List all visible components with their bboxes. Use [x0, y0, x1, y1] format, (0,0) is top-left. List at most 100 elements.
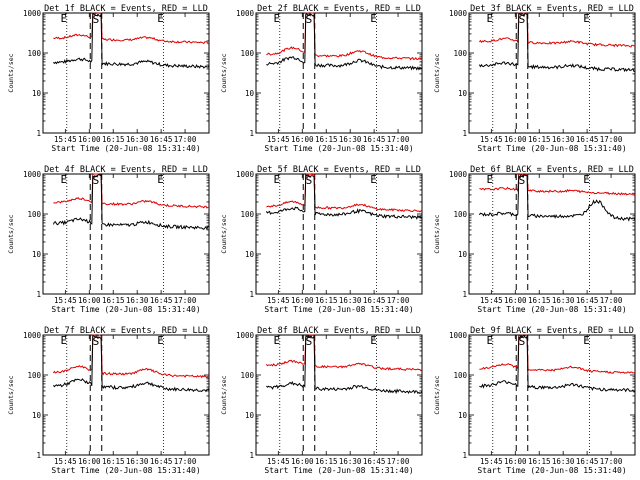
event-marker-label: E — [60, 334, 67, 347]
x-tick-label: 16:30 — [126, 135, 149, 144]
series-lld-line — [53, 12, 210, 45]
x-tick-label: 16:15 — [102, 457, 125, 466]
x-tick-label: 17:00 — [387, 296, 410, 305]
y-axis-label: Counts/sec — [7, 53, 15, 92]
event-marker-label: S — [93, 13, 100, 26]
x-tick-label: 17:00 — [174, 296, 197, 305]
x-tick-label: 16:00 — [504, 296, 527, 305]
y-tick-label: 10 — [32, 250, 42, 259]
x-tick-label: 16:00 — [78, 135, 101, 144]
x-tick-label: 17:00 — [600, 296, 623, 305]
event-marker-label: S — [306, 174, 313, 187]
x-tick-label: 16:00 — [291, 135, 314, 144]
y-tick-label: 1000 — [236, 9, 255, 18]
x-tick-label: 16:45 — [150, 296, 173, 305]
y-tick-label: 100 — [27, 371, 41, 380]
detector-panel: Det 8f BLACK = Events, RED = LLD 1 10 100 10… — [220, 326, 423, 475]
event-marker-label: S — [93, 174, 100, 187]
x-tick-label: 15:45 — [54, 457, 77, 466]
event-marker-label: E — [60, 173, 67, 186]
y-tick-label: 1000 — [23, 9, 42, 18]
y-tick-label: 1 — [462, 129, 467, 138]
series-lld-line — [479, 12, 636, 48]
plot-frame — [255, 334, 423, 456]
y-tick-label: 100 — [240, 371, 254, 380]
y-tick-label: 10 — [32, 89, 42, 98]
plot-frame — [255, 12, 423, 134]
x-tick-label: 16:15 — [528, 457, 551, 466]
detector-panel: Det 2f BLACK = Events, RED = LLD 1 10 100 10… — [220, 4, 423, 153]
event-marker-label: E — [157, 12, 164, 25]
panel-title: Det 8f BLACK = Events, RED = LLD — [257, 326, 421, 336]
y-tick-label: 1 — [249, 290, 254, 299]
y-tick-label: 1 — [462, 451, 467, 460]
event-marker-label: E — [370, 12, 377, 25]
x-tick-label: 16:15 — [102, 296, 125, 305]
x-tick-label: 17:00 — [174, 457, 197, 466]
plot-frame — [468, 173, 636, 295]
detector-panel: Det 4f BLACK = Events, RED = LLD 1 10 100 10… — [7, 165, 210, 314]
panel-title: Det 9f BLACK = Events, RED = LLD — [470, 326, 634, 336]
x-tick-label: 16:45 — [576, 296, 599, 305]
y-tick-label: 100 — [27, 49, 41, 58]
y-tick-label: 1 — [249, 451, 254, 460]
x-tick-label: 16:30 — [126, 457, 149, 466]
x-tick-label: 16:45 — [576, 457, 599, 466]
y-tick-label: 10 — [458, 411, 468, 420]
event-marker-label: S — [519, 335, 526, 348]
y-tick-label: 1 — [462, 290, 467, 299]
x-tick-label: 16:00 — [504, 135, 527, 144]
series-lld-line — [265, 333, 423, 372]
x-tick-label: 17:00 — [600, 135, 623, 144]
x-tick-label: 15:45 — [54, 135, 77, 144]
x-axis-label: Start Time (20-Jun-08 15:31:40) — [51, 466, 200, 475]
event-marker-label: E — [157, 173, 164, 186]
y-tick-label: 1 — [36, 451, 41, 460]
event-marker-label: E — [486, 173, 493, 186]
x-tick-label: 15:45 — [267, 296, 290, 305]
x-axis-label: Start Time (20-Jun-08 15:31:40) — [51, 305, 200, 314]
y-tick-label: 1000 — [449, 9, 468, 18]
y-tick-label: 1000 — [449, 331, 468, 340]
event-marker-label: E — [583, 173, 590, 186]
x-tick-label: 17:00 — [387, 135, 410, 144]
detector-panel: Det 9f BLACK = Events, RED = LLD 1 10 100 10… — [433, 326, 636, 475]
event-marker-label: S — [519, 13, 526, 26]
series-events-line — [478, 173, 636, 222]
y-tick-label: 10 — [245, 89, 255, 98]
event-marker-label: E — [583, 334, 590, 347]
x-tick-label: 16:15 — [315, 135, 338, 144]
plot-frame — [468, 334, 636, 456]
series-events-line — [52, 173, 210, 231]
y-tick-label: 1 — [36, 290, 41, 299]
x-tick-label: 16:30 — [339, 457, 362, 466]
x-tick-label: 16:30 — [126, 296, 149, 305]
event-marker-label: E — [583, 12, 590, 25]
x-tick-label: 16:45 — [150, 135, 173, 144]
plot-frame — [42, 334, 210, 456]
x-axis-label: Start Time (20-Jun-08 15:31:40) — [477, 144, 626, 153]
y-tick-label: 100 — [27, 210, 41, 219]
x-tick-label: 17:00 — [600, 457, 623, 466]
panel-title: Det 3f BLACK = Events, RED = LLD — [470, 4, 634, 14]
y-axis-label: Counts/sec — [433, 375, 441, 414]
event-marker-label: E — [370, 334, 377, 347]
x-axis-label: Start Time (20-Jun-08 15:31:40) — [264, 466, 413, 475]
series-events-line — [266, 334, 423, 395]
x-tick-label: 15:45 — [54, 296, 77, 305]
panel-title: Det 5f BLACK = Events, RED = LLD — [257, 165, 421, 175]
detector-panel: Det 1f BLACK = Events, RED = LLD 1 10 100 10… — [7, 4, 210, 153]
x-tick-label: 16:45 — [363, 135, 386, 144]
x-tick-label: 16:15 — [102, 135, 125, 144]
y-tick-label: 1 — [249, 129, 254, 138]
plot-frame — [255, 173, 423, 295]
y-tick-label: 1 — [36, 129, 41, 138]
event-marker-label: S — [306, 13, 313, 26]
series-lld-line — [53, 173, 210, 209]
panel-title: Det 2f BLACK = Events, RED = LLD — [257, 4, 421, 14]
detector-panel: Det 3f BLACK = Events, RED = LLD 1 10 100 10… — [433, 4, 636, 153]
x-axis-label: Start Time (20-Jun-08 15:31:40) — [51, 144, 200, 153]
plot-frame — [468, 12, 636, 134]
x-axis-label: Start Time (20-Jun-08 15:31:40) — [264, 144, 413, 153]
